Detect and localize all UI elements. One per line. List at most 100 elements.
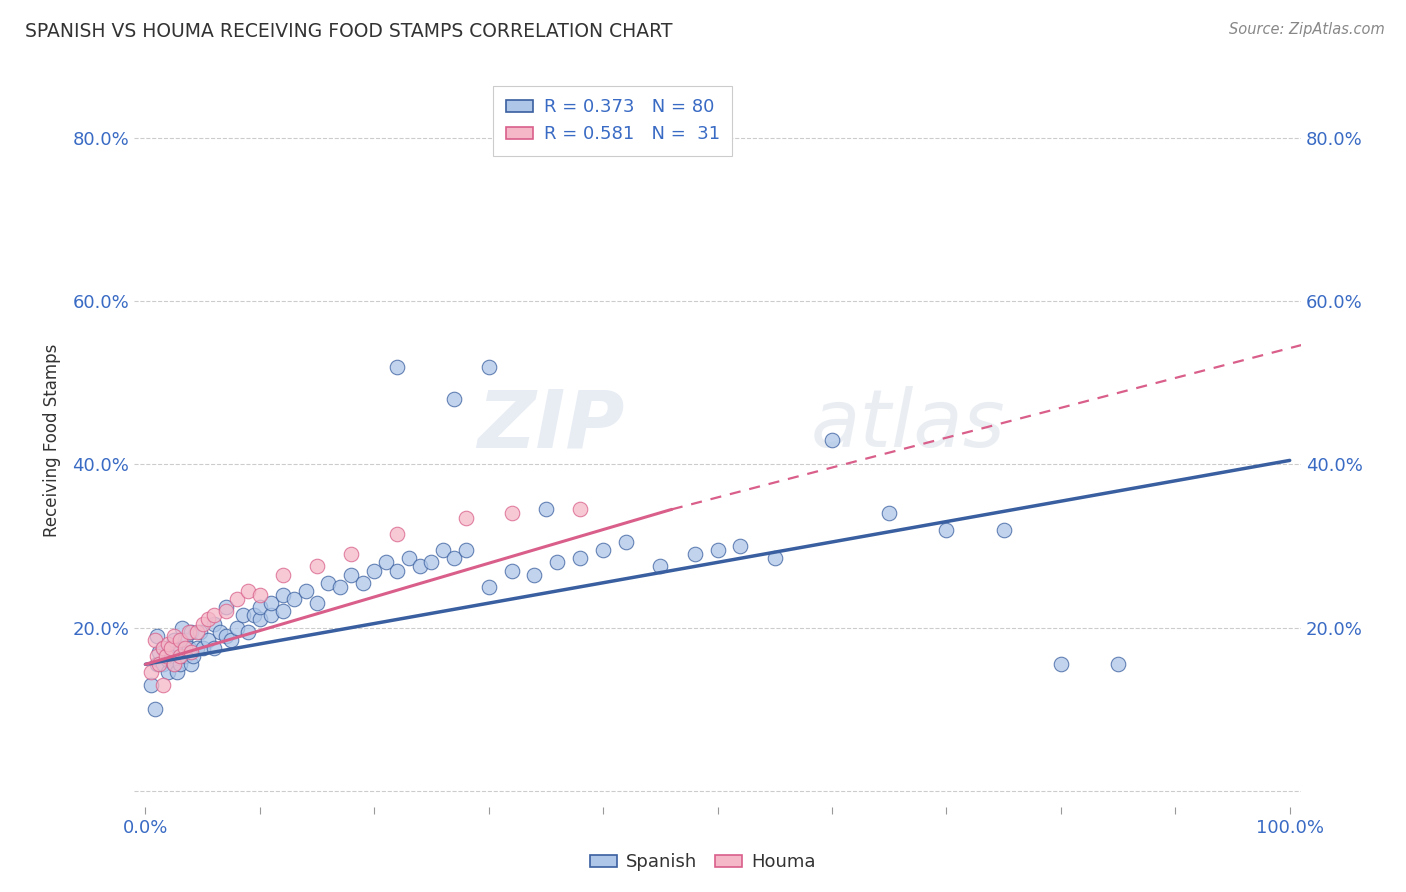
Point xyxy=(238,624,260,639)
Point xyxy=(409,559,432,574)
Point xyxy=(157,637,180,651)
Point xyxy=(398,551,420,566)
Point xyxy=(420,555,443,569)
Point xyxy=(534,502,557,516)
Point xyxy=(340,567,363,582)
Point xyxy=(226,592,249,607)
Point xyxy=(443,551,465,566)
Point xyxy=(202,608,225,623)
Point xyxy=(148,657,170,672)
Point xyxy=(159,640,181,655)
Point xyxy=(143,702,166,716)
Point xyxy=(374,555,396,569)
Point xyxy=(432,543,454,558)
Point xyxy=(180,657,202,672)
Point xyxy=(706,543,728,558)
Point xyxy=(935,523,957,537)
Point xyxy=(294,583,316,598)
Point xyxy=(152,640,174,655)
Point xyxy=(454,543,477,558)
Point xyxy=(592,543,614,558)
Point xyxy=(186,640,208,655)
Point xyxy=(546,555,568,569)
Point xyxy=(157,665,180,680)
Point xyxy=(163,657,186,672)
Point xyxy=(249,612,271,626)
Point xyxy=(169,640,191,655)
Point xyxy=(363,564,385,578)
Point xyxy=(197,612,219,626)
Point xyxy=(202,616,225,631)
Text: Source: ZipAtlas.com: Source: ZipAtlas.com xyxy=(1229,22,1385,37)
Point xyxy=(157,653,180,667)
Point xyxy=(174,632,197,647)
Point xyxy=(877,507,900,521)
Point xyxy=(152,678,174,692)
Point xyxy=(307,559,329,574)
Legend: Spanish, Houma: Spanish, Houma xyxy=(582,847,824,879)
Point xyxy=(174,649,197,664)
Point xyxy=(163,632,186,647)
Point xyxy=(163,629,186,643)
Point xyxy=(174,640,197,655)
Point xyxy=(307,596,329,610)
Point xyxy=(169,649,191,664)
Text: ZIP: ZIP xyxy=(477,386,624,465)
Point xyxy=(202,640,225,655)
Point xyxy=(569,502,592,516)
Point xyxy=(159,649,181,664)
Point xyxy=(385,564,408,578)
Point xyxy=(329,580,352,594)
Y-axis label: Receiving Food Stamps: Receiving Food Stamps xyxy=(44,343,60,537)
Point xyxy=(478,580,501,594)
Point xyxy=(214,604,236,618)
Point xyxy=(650,559,672,574)
Point xyxy=(169,657,191,672)
Point xyxy=(1050,657,1073,672)
Point xyxy=(993,523,1015,537)
Point xyxy=(214,629,236,643)
Point xyxy=(318,575,340,590)
Point xyxy=(260,596,283,610)
Point xyxy=(501,564,523,578)
Point xyxy=(152,657,174,672)
Point xyxy=(232,608,254,623)
Point xyxy=(146,629,169,643)
Point xyxy=(730,539,752,553)
Point xyxy=(271,567,294,582)
Point xyxy=(226,621,249,635)
Legend: R = 0.373   N = 80, R = 0.581   N =  31: R = 0.373 N = 80, R = 0.581 N = 31 xyxy=(494,86,733,156)
Point xyxy=(271,588,294,602)
Point xyxy=(148,645,170,659)
Point xyxy=(443,392,465,407)
Point xyxy=(139,665,162,680)
Point xyxy=(249,600,271,615)
Point xyxy=(183,649,205,664)
Point xyxy=(523,567,546,582)
Point xyxy=(180,645,202,659)
Point xyxy=(763,551,786,566)
Point xyxy=(283,592,305,607)
Point xyxy=(170,621,193,635)
Point xyxy=(208,624,231,639)
Point xyxy=(352,575,374,590)
Point xyxy=(191,640,214,655)
Point xyxy=(143,632,166,647)
Point xyxy=(569,551,592,566)
Point xyxy=(683,547,706,561)
Point xyxy=(1107,657,1129,672)
Point xyxy=(163,657,186,672)
Text: atlas: atlas xyxy=(811,386,1005,465)
Point xyxy=(139,678,162,692)
Point xyxy=(214,600,236,615)
Point xyxy=(454,510,477,524)
Point xyxy=(821,433,844,447)
Point xyxy=(146,657,169,672)
Point xyxy=(180,624,202,639)
Point xyxy=(478,359,501,374)
Point xyxy=(186,624,208,639)
Point xyxy=(243,608,266,623)
Point xyxy=(614,535,637,549)
Point xyxy=(177,640,200,655)
Point xyxy=(155,649,177,664)
